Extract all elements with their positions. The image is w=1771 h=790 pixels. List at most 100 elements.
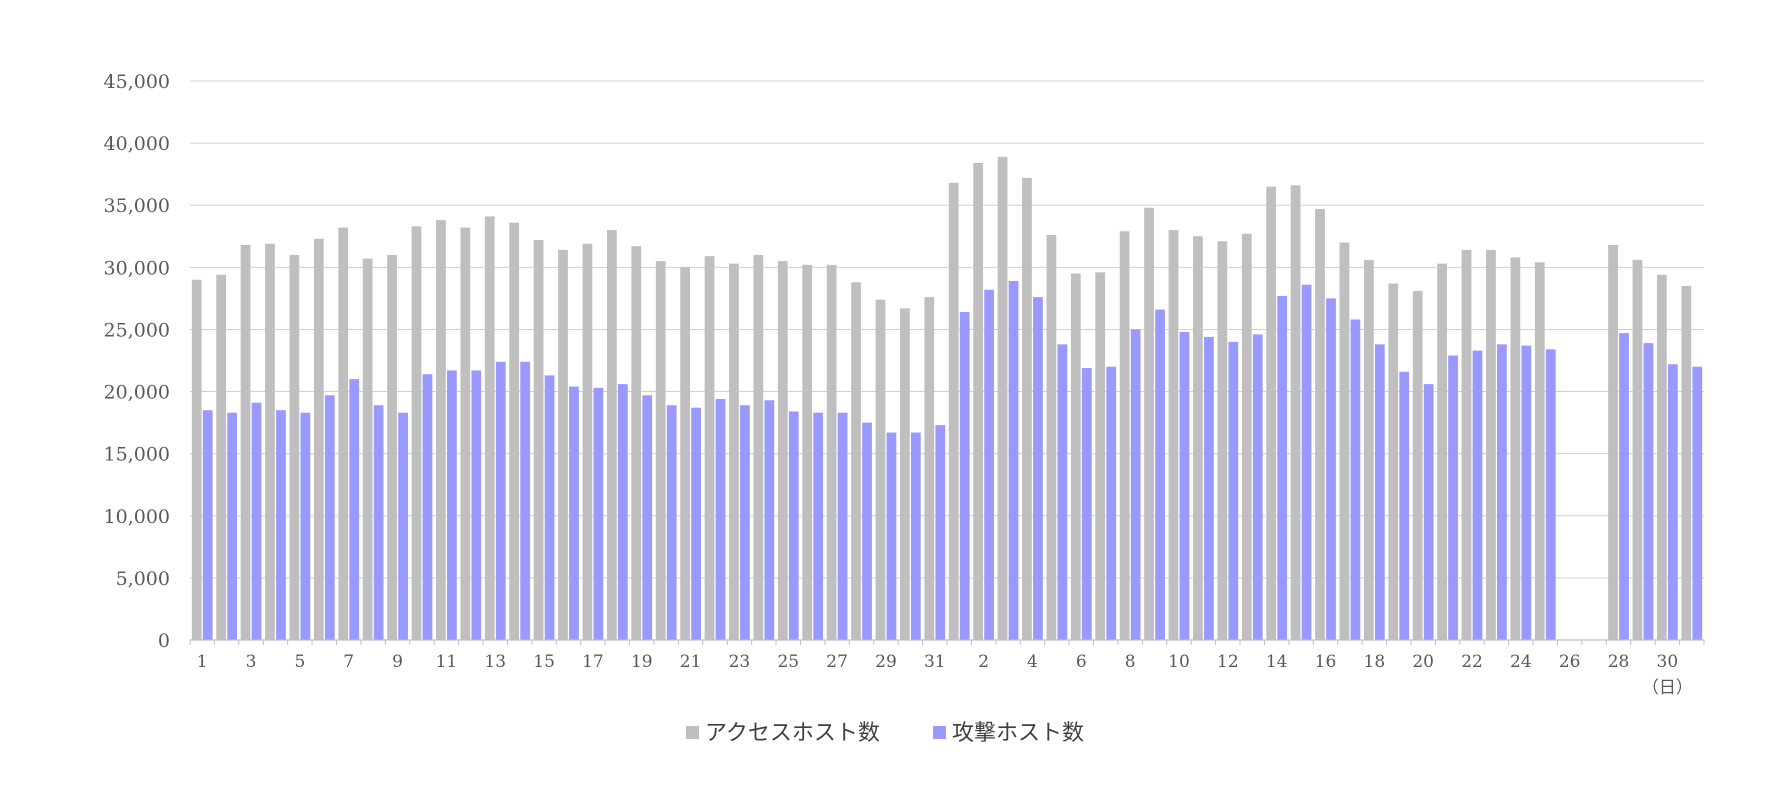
bar-access-hosts [655,261,666,640]
bar-attack-hosts [1497,344,1507,640]
bar-attack-hosts [1643,343,1654,640]
bar-attack-hosts [788,411,799,640]
bar-access-hosts [1095,272,1106,640]
bar-attack-hosts [1179,331,1190,640]
bar-access-hosts [1022,177,1032,641]
bar-access-hosts [1144,207,1154,640]
y-tick-label: 0 [158,630,170,652]
bar-attack-hosts [666,405,677,640]
bar-access-hosts [1070,273,1081,640]
bar-attack-hosts [1472,350,1483,640]
bar-attack-hosts [862,422,872,640]
bar-attack-hosts [813,412,824,640]
bar-attack-hosts [1326,298,1336,640]
bar-access-hosts [631,246,642,640]
legend-swatch [686,726,699,739]
x-tick-label: 25 [777,652,799,672]
bar-access-hosts [899,308,910,640]
x-tick-label: 30 [1657,652,1679,672]
bar-attack-hosts [1204,336,1214,640]
bar-attack-hosts [1350,319,1361,640]
bar-attack-hosts [544,375,555,640]
y-tick-label: 25,000 [104,319,170,341]
bar-attack-hosts [447,370,457,640]
bar-access-hosts [533,240,544,640]
bar-attack-hosts [398,412,408,640]
x-tick-label: 31 [924,652,946,672]
legend-access-hosts: アクセスホスト数 [686,721,880,746]
bar-attack-hosts [740,405,750,640]
bar-attack-hosts [910,432,921,640]
y-tick-label: 15,000 [104,444,170,466]
x-tick-label: 27 [826,652,848,672]
x-tick-label: 24 [1510,652,1532,672]
bar-attack-hosts [1374,344,1385,640]
bar-access-hosts [1266,186,1277,641]
y-tick-label: 10,000 [104,506,170,528]
bars [191,156,1703,641]
bar-access-hosts [216,274,227,640]
bar-access-hosts [558,249,568,641]
bar-access-hosts [1437,263,1447,640]
bar-attack-hosts [349,379,360,640]
x-tick-label: 3 [246,652,257,672]
bar-attack-hosts [691,407,701,640]
bar-access-hosts [1632,259,1643,640]
y-tick-label: 20,000 [104,382,170,404]
x-tick-label: 19 [631,652,653,672]
bar-access-hosts [606,230,617,641]
bar-attack-hosts [251,402,262,640]
bar-attack-hosts [373,405,384,640]
bar-attack-hosts [1399,371,1410,640]
bar-access-hosts [1046,235,1057,640]
bar-access-hosts [973,162,984,640]
bar-attack-hosts [1667,364,1678,640]
bar-attack-hosts [1228,341,1239,640]
bar-attack-hosts [422,374,433,640]
bar-access-hosts [924,297,935,640]
y-tick-label: 40,000 [104,133,170,155]
bar-access-hosts [191,279,202,640]
bar-access-hosts [338,227,349,641]
bar-attack-hosts [886,432,897,640]
bar-access-hosts [1656,274,1667,640]
bar-access-hosts [753,254,764,640]
bar-access-hosts [1534,262,1545,640]
bar-access-hosts [460,227,471,641]
bar-access-hosts [509,222,520,640]
bar-access-hosts [240,244,251,640]
y-tick-label: 5,000 [116,568,170,590]
bar-access-hosts [1217,241,1228,640]
x-tick-label: 28 [1608,652,1630,672]
bar-access-hosts [777,261,788,640]
x-tick-label: 15 [533,652,555,672]
x-tick-label: 14 [1266,652,1288,672]
bar-attack-hosts [202,410,213,640]
axes: 0 5,000 10,000 15,000 20,000 25,000 30,000 35,0… [104,71,1705,698]
bar-access-hosts [436,220,446,640]
bar-access-hosts [1339,242,1350,640]
bar-access-hosts [1315,208,1325,640]
bar-attack-hosts [1155,309,1165,640]
bar-access-hosts [582,243,593,640]
x-tick-label: 4 [1027,652,1038,672]
bar-access-hosts [484,216,495,640]
bar-attack-hosts [1277,295,1288,640]
x-tick-label: 18 [1364,652,1386,672]
bar-attack-hosts [569,386,579,640]
y-tick-label: 35,000 [104,195,170,217]
bar-attack-hosts [300,412,311,640]
x-tick-label: 16 [1315,652,1337,672]
bar-access-hosts [851,282,861,640]
bar-attack-hosts [715,399,726,640]
x-tick-label: 23 [729,652,751,672]
y-tick-label: 45,000 [104,71,170,93]
bar-access-hosts [704,256,715,640]
bar-access-hosts [265,243,275,640]
y-tick-label: 30,000 [104,257,170,279]
x-tick-label: 17 [582,652,604,672]
bar-access-hosts [1681,285,1692,640]
bar-access-hosts [680,267,690,640]
